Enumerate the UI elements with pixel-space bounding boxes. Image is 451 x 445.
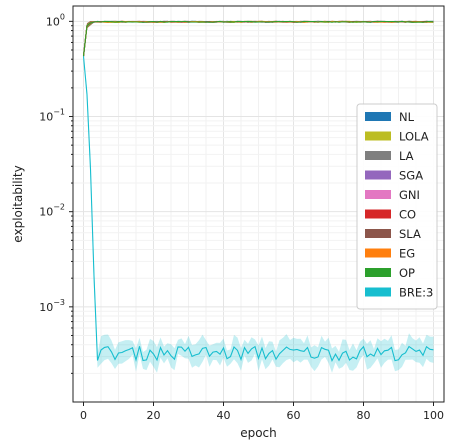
legend-swatch-op (365, 268, 391, 277)
line-bre-3 (82, 56, 434, 362)
line-op (82, 20, 434, 57)
x-tick-label: 40 (217, 409, 231, 422)
legend-swatch-sga (365, 170, 391, 180)
legend-swatch-la (365, 151, 391, 160)
legend-label-eg: EG (399, 247, 415, 261)
legend-label-lola: LOLA (399, 130, 429, 144)
y-tick-base: 10 (46, 15, 60, 28)
y-tick-base: 10 (39, 111, 53, 124)
legend-label-bre-3: BRE:3 (399, 286, 433, 300)
y-tick-label: 10−2 (39, 203, 65, 219)
legend-label-gni: GNI (399, 188, 420, 202)
y-tick-exponent: −3 (53, 298, 65, 307)
legend-label-nl: NL (399, 110, 415, 124)
legend-swatch-gni (365, 190, 391, 199)
legend-label-op: OP (399, 266, 415, 280)
y-axis-label: exploitability (11, 165, 25, 242)
x-tick-label: 80 (357, 409, 371, 422)
legend-swatch-bre-3 (365, 287, 391, 297)
legend-label-sga: SGA (399, 169, 423, 183)
x-tick-label: 20 (147, 409, 161, 422)
y-tick-exponent: 0 (60, 12, 65, 21)
x-tick-label: 0 (80, 409, 87, 422)
legend-swatch-eg (365, 248, 391, 258)
y-tick-exponent: −2 (53, 203, 65, 212)
x-tick-label: 60 (287, 409, 301, 422)
y-tick-label: 10−3 (39, 298, 65, 314)
legend-swatch-co (365, 209, 391, 219)
legend-swatch-nl (365, 112, 391, 121)
y-tick-label: 100 (46, 12, 65, 28)
legend-swatch-sla (365, 229, 391, 238)
y-tick-base: 10 (39, 301, 53, 314)
legend-label-la: LA (399, 149, 414, 163)
legend-label-sla: SLA (399, 227, 421, 241)
plot-frame (72, 5, 445, 403)
legend: NL LOLA LA SGA GNI CO SLA EG OP BRE:3 (356, 103, 438, 310)
y-tick-label: 10−1 (39, 108, 65, 124)
y-tick-base: 10 (39, 206, 53, 219)
series-lines (82, 20, 434, 362)
x-axis-ticks: 0 20 40 60 80 100 (80, 402, 444, 422)
y-tick-exponent: −1 (53, 108, 65, 117)
x-axis-label: epoch (240, 426, 277, 440)
legend-label-co: CO (399, 208, 416, 222)
x-tick-label: 100 (423, 409, 444, 422)
legend-swatch-lola (365, 131, 391, 141)
